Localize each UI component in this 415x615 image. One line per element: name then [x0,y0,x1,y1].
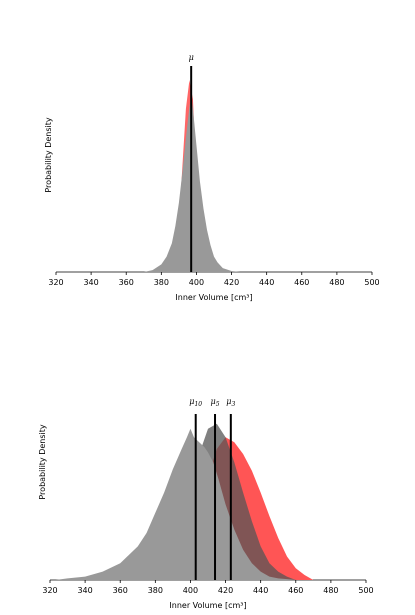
mean-label: μ10 [189,397,202,408]
x-tick-label: 420 [218,586,233,595]
x-tick-label: 340 [83,278,98,287]
mean-lines: μ [189,53,194,272]
x-ticks: 320 340 360 380 400 420 440 460 480 500 [42,580,374,595]
x-tick-label: 480 [329,278,344,287]
x-tick-label: 500 [358,586,373,595]
x-tick-label: 320 [42,586,57,595]
x-tick-label: 480 [323,586,338,595]
x-tick-label: 400 [183,586,198,595]
series-fills [55,423,314,580]
x-tick-label: 400 [189,278,204,287]
x-tick-label: 360 [119,278,134,287]
mean-lines: μ10 μ5 μ3 [189,397,236,580]
x-tick-label: 360 [113,586,128,595]
mean-label: μ5 [211,397,220,408]
chart-top: μ 320 340 360 380 400 420 440 460 480 500 Inner V… [44,53,380,302]
x-tick-label: 380 [148,586,163,595]
x-tick-label: 460 [294,278,309,287]
y-axis-label: Probability Density [44,117,53,193]
x-tick-label: 340 [77,586,92,595]
x-tick-label: 440 [259,278,274,287]
x-tick-label: 460 [288,586,303,595]
x-ticks: 320 340 360 380 400 420 440 460 480 500 [48,272,380,287]
mean-label: μ [189,53,194,62]
x-axis-label: Inner Volume [cm³] [175,293,252,302]
mean-label: μ3 [226,397,235,408]
x-tick-label: 320 [48,278,63,287]
y-axis-label: Probability Density [38,424,47,500]
x-tick-label: 440 [253,586,268,595]
chart-bottom: μ10 μ5 μ3 320 340 360 380 400 420 440 460 480 500 I… [38,397,374,610]
x-tick-label: 420 [224,278,239,287]
series-2-area [55,428,296,580]
x-tick-label: 500 [364,278,379,287]
x-axis-label: Inner Volume [cm³] [169,601,246,610]
x-tick-label: 380 [154,278,169,287]
